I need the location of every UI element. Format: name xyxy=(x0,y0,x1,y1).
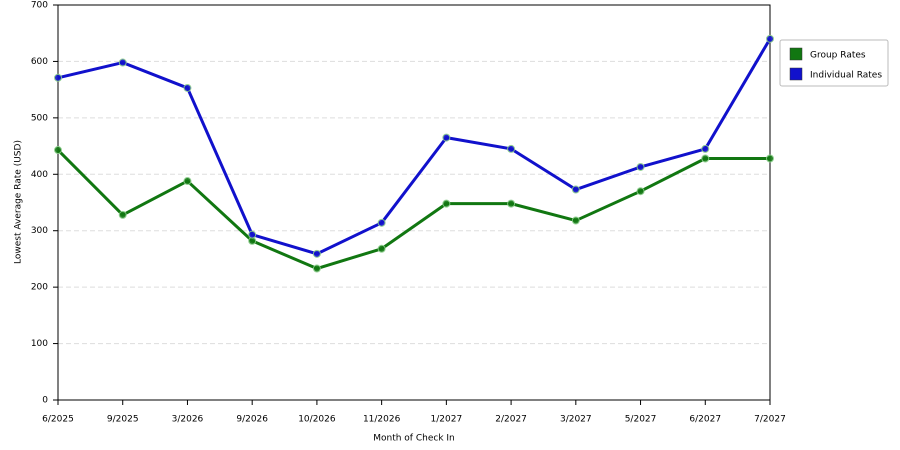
plot-frame xyxy=(57,4,771,401)
data-point xyxy=(312,249,321,258)
data-point xyxy=(507,144,516,153)
data-point xyxy=(442,199,451,208)
x-tick-label: 5/2027 xyxy=(625,415,657,425)
data-point xyxy=(312,264,321,273)
legend-swatch xyxy=(789,47,803,61)
data-point xyxy=(377,218,386,227)
y-tick-label: 100 xyxy=(31,339,48,349)
data-point xyxy=(118,210,127,219)
data-point xyxy=(183,177,192,186)
y-tick-label: 500 xyxy=(31,113,48,123)
x-tick-label: 3/2027 xyxy=(560,415,592,425)
x-axis-label: Month of Check In xyxy=(373,434,455,444)
x-tick-label: 7/2027 xyxy=(754,415,786,425)
data-point xyxy=(248,230,257,239)
data-point xyxy=(766,154,774,163)
y-tick-label: 300 xyxy=(31,226,48,236)
data-point xyxy=(701,144,710,153)
data-point xyxy=(571,185,580,194)
data-point xyxy=(54,146,62,155)
data-point xyxy=(54,73,62,82)
legend-label: Individual Rates xyxy=(810,71,882,81)
x-tick-label: 6/2027 xyxy=(689,415,721,425)
x-tick-label: 9/2026 xyxy=(236,415,268,425)
y-tick-label: 200 xyxy=(31,283,48,293)
x-tick-label: 6/2025 xyxy=(42,415,74,425)
x-tick-label: 1/2027 xyxy=(431,415,463,425)
legend-box xyxy=(779,39,889,87)
x-tick-label: 2/2027 xyxy=(495,415,527,425)
data-point xyxy=(507,199,516,208)
series-line xyxy=(57,38,772,256)
data-point xyxy=(636,187,645,196)
data-point xyxy=(571,216,580,225)
legend-label: Group Rates xyxy=(810,51,866,61)
y-axis-label: Lowest Average Rate (USD) xyxy=(14,140,24,264)
series-line xyxy=(56,148,770,271)
data-point xyxy=(766,34,774,43)
x-tick-label: 11/2026 xyxy=(363,415,401,425)
y-tick-label: 400 xyxy=(31,170,48,180)
data-point xyxy=(118,58,127,67)
y-tick-label: 0 xyxy=(42,396,48,406)
data-point xyxy=(183,83,192,92)
x-tick-label: 9/2025 xyxy=(107,415,139,425)
data-point xyxy=(377,244,386,253)
data-point xyxy=(636,162,645,171)
x-tick-label: 3/2026 xyxy=(172,415,204,425)
y-tick-label: 600 xyxy=(31,57,48,67)
y-tick-label: 700 xyxy=(31,1,48,11)
legend-swatch xyxy=(789,67,803,81)
data-point xyxy=(701,154,710,163)
x-tick-label: 10/2026 xyxy=(298,415,336,425)
data-point xyxy=(442,133,451,142)
